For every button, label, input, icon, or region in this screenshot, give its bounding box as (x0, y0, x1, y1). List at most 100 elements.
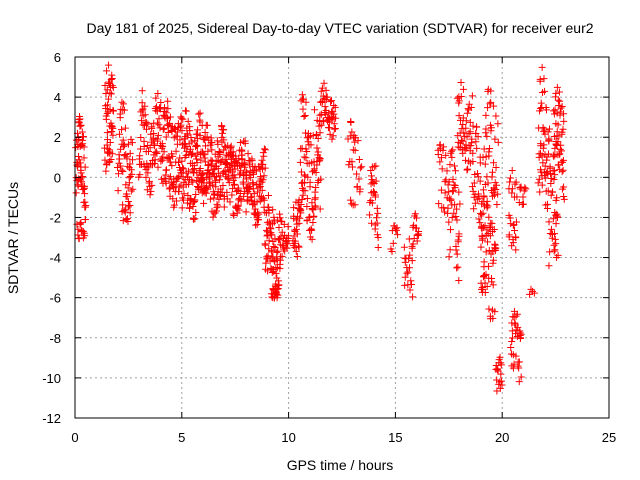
data-point (441, 208, 449, 216)
data-point (544, 187, 552, 195)
data-point (80, 154, 88, 162)
data-point (119, 167, 127, 175)
data-point (103, 67, 111, 75)
data-point (556, 111, 564, 119)
data-point (558, 128, 566, 136)
data-point (232, 158, 240, 166)
data-point (488, 219, 496, 227)
data-point (214, 202, 222, 210)
data-point (77, 219, 85, 227)
data-point (296, 158, 304, 166)
data-point (553, 212, 561, 220)
data-point (249, 179, 257, 187)
data-point (455, 97, 463, 105)
data-point (409, 240, 417, 248)
data-point (510, 360, 518, 368)
data-point (110, 107, 118, 115)
data-point (203, 133, 211, 141)
data-point (293, 253, 301, 261)
data-point (81, 198, 89, 206)
data-point (453, 216, 461, 224)
data-point (292, 247, 300, 255)
data-point (81, 203, 89, 211)
data-point (190, 162, 198, 170)
data-point (109, 131, 117, 139)
data-point (449, 146, 457, 154)
data-point (535, 153, 543, 161)
data-point (209, 213, 217, 221)
data-point (81, 190, 89, 198)
data-point (202, 189, 210, 197)
data-point (211, 177, 219, 185)
data-point (540, 75, 548, 83)
x-tick-label: 20 (495, 430, 509, 445)
data-point (547, 191, 555, 199)
data-point (303, 203, 311, 211)
data-point (489, 281, 497, 289)
data-point (275, 224, 283, 232)
x-tick-label: 5 (178, 430, 185, 445)
data-point (302, 154, 310, 162)
data-point (234, 184, 242, 192)
data-point (208, 146, 216, 154)
data-point (543, 156, 551, 164)
data-point (508, 337, 516, 345)
data-point (81, 232, 89, 240)
data-point (155, 121, 163, 129)
data-point (314, 134, 322, 142)
data-point (114, 170, 122, 178)
data-point (351, 146, 359, 154)
data-point (321, 103, 329, 111)
data-point (141, 102, 149, 110)
data-point (483, 204, 491, 212)
data-point (162, 109, 170, 117)
data-point (179, 164, 187, 172)
data-point (406, 251, 414, 259)
data-point (220, 203, 228, 211)
data-point (558, 102, 566, 110)
data-point (547, 225, 555, 233)
data-point (254, 188, 262, 196)
data-point (537, 99, 545, 107)
data-point (469, 157, 477, 165)
data-point (259, 160, 267, 168)
data-point (487, 98, 495, 106)
data-point (481, 222, 489, 230)
data-point (102, 115, 110, 123)
data-point (261, 241, 269, 249)
data-point (464, 165, 472, 173)
data-point (153, 149, 161, 157)
data-point (511, 319, 519, 327)
data-point (497, 377, 505, 385)
data-point (443, 167, 451, 175)
data-point (330, 110, 338, 118)
data-point (490, 226, 498, 234)
data-point (270, 243, 278, 251)
data-point (485, 213, 493, 221)
data-point (309, 218, 317, 226)
data-point (128, 170, 136, 178)
data-point (479, 235, 487, 243)
data-point (187, 145, 195, 153)
data-point (456, 200, 464, 208)
data-point (459, 85, 467, 93)
data-point (173, 197, 181, 205)
data-point (534, 179, 542, 187)
data-point (485, 305, 493, 313)
data-point (480, 272, 488, 280)
data-point (156, 124, 164, 132)
data-point (491, 308, 499, 316)
data-point (347, 119, 355, 126)
data-point (475, 195, 483, 203)
data-point (81, 163, 89, 171)
data-point (310, 213, 318, 221)
data-point (261, 208, 269, 216)
data-point (482, 111, 490, 119)
data-point (492, 244, 500, 252)
data-point (124, 184, 132, 192)
data-point (555, 88, 563, 96)
data-point (118, 98, 126, 106)
data-point (164, 128, 172, 136)
data-point (231, 180, 239, 188)
data-point (191, 215, 199, 223)
